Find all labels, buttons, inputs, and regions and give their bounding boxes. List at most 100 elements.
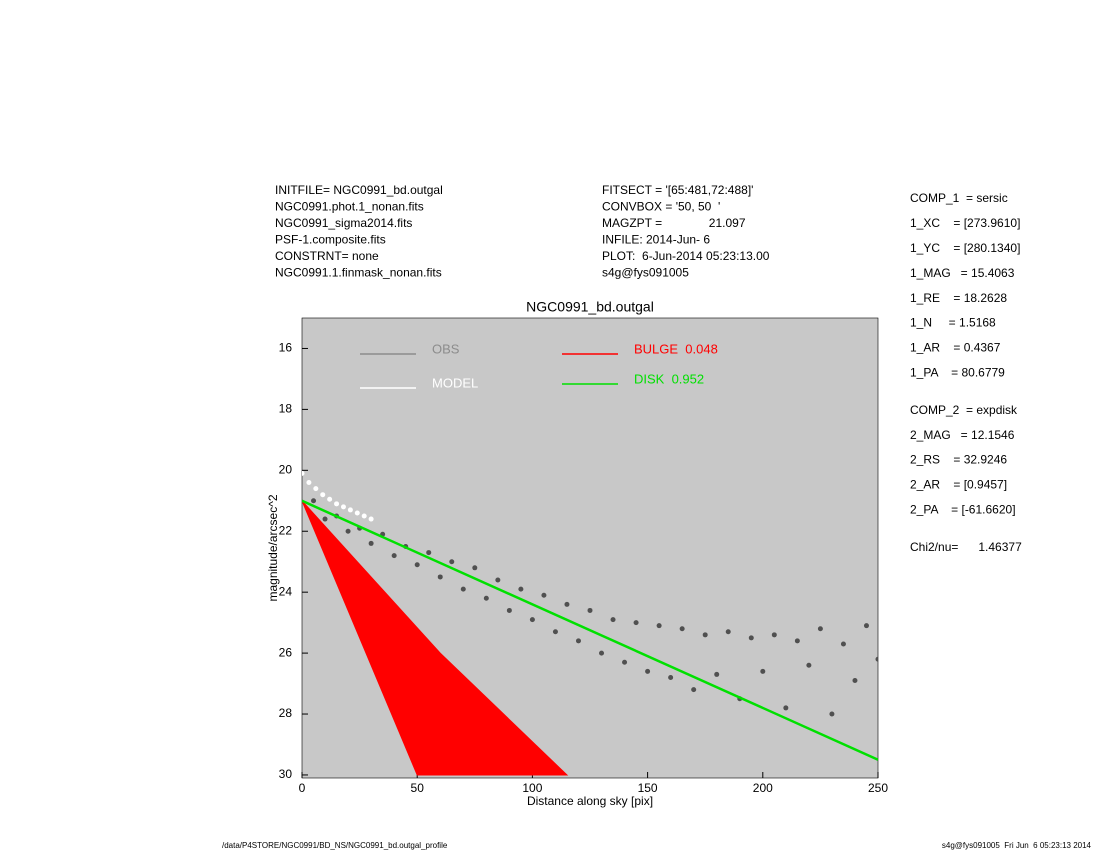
area [302, 500, 569, 776]
data-point [622, 659, 628, 665]
data-point [714, 671, 720, 677]
data-point [794, 638, 800, 644]
data-point [840, 641, 846, 647]
data-point [460, 586, 466, 592]
parameter: 1_N = 1.5168 [910, 316, 996, 330]
data-point [368, 540, 374, 546]
parameter: 1_MAG = 15.4063 [910, 266, 1015, 280]
data-point [437, 574, 443, 580]
parameter: 1_XC = [273.9610] [910, 216, 1020, 230]
data-point [320, 492, 326, 498]
y-axis-label: magnitude/arcsec^2 [266, 494, 280, 601]
data-point [313, 486, 319, 492]
data-point [391, 553, 397, 559]
x-tick-label: 250 [868, 781, 888, 795]
data-point [483, 595, 489, 601]
data-point [347, 507, 353, 513]
parameter: 2_RS = 32.9246 [910, 453, 1007, 467]
data-point [354, 510, 360, 516]
header-line: CONVBOX = '50, 50 ' [602, 200, 720, 214]
parameter: COMP_1 = sersic [910, 191, 1008, 205]
data-point [748, 635, 754, 641]
data-point [599, 650, 605, 656]
x-tick-label: 50 [411, 781, 425, 795]
y-tick-label: 26 [279, 645, 293, 659]
legend-label: BULGE 0.048 [634, 341, 718, 356]
header-line: s4g@fys091005 [602, 266, 689, 280]
header-middle: FITSECT = '[65:481,72:488]' CONVBOX = '50… [602, 183, 770, 280]
parameter: COMP_2 = expdisk [910, 403, 1018, 417]
data-point [691, 687, 697, 693]
data-point [414, 562, 420, 568]
footer-left: /data/P4STORE/NGC0991/BD_NS/NGC0991_bd.o… [222, 841, 448, 850]
parameter: Chi2/nu= 1.46377 [910, 540, 1022, 554]
parameter: 2_MAG = 12.1546 [910, 428, 1015, 442]
data-point [875, 656, 878, 662]
y-tick-label: 28 [279, 706, 293, 720]
legend-label: MODEL [432, 375, 478, 390]
parameter: 1_YC = [280.1340] [910, 241, 1020, 255]
plot: NGC0991_bd.outgal Distance along sky [pix… [266, 299, 888, 808]
data-point [806, 662, 812, 668]
data-point [610, 617, 616, 623]
data-point [656, 623, 662, 629]
header-left: INITFILE= NGC0991_bd.outgal NGC0991.phot.… [275, 183, 443, 280]
parameter: 2_PA = [-61.6620] [910, 502, 1016, 516]
legend-label: OBS [432, 341, 460, 356]
x-tick-label: 200 [753, 781, 773, 795]
data-point [472, 565, 478, 571]
data-point [552, 629, 558, 635]
y-tick-label: 30 [279, 767, 293, 781]
data-point [783, 705, 789, 711]
data-point [541, 592, 547, 598]
data-point [863, 623, 869, 629]
footer-right: s4g@fys091005 Fri Jun 6 05:23:13 2014 [942, 841, 1092, 850]
parameter: 1_PA = 80.6779 [910, 365, 1005, 379]
line [302, 499, 878, 761]
data-point [633, 620, 639, 626]
parameter: 1_AR = 0.4367 [910, 341, 1001, 355]
header-line: INFILE: 2014-Jun- 6 [602, 233, 710, 247]
y-tick-label: 24 [279, 584, 293, 598]
x-tick-label: 150 [638, 781, 658, 795]
data-point [575, 638, 581, 644]
y-tick-label: 18 [279, 402, 293, 416]
header-line: NGC0991.1.finmask_nonan.fits [275, 266, 442, 280]
data-point [426, 550, 432, 556]
data-point [368, 516, 374, 522]
data-point [495, 577, 501, 583]
data-point [587, 607, 593, 613]
data-point [322, 516, 328, 522]
data-point [645, 668, 651, 674]
data-point [327, 496, 333, 502]
data-point [829, 711, 835, 717]
chart-title: NGC0991_bd.outgal [526, 299, 654, 315]
x-tick-label: 100 [522, 781, 542, 795]
x-tick-label: 0 [299, 781, 306, 795]
header-line: INITFILE= NGC0991_bd.outgal [275, 183, 443, 197]
data-area [302, 470, 878, 776]
data-point [725, 629, 731, 635]
header-line: NGC0991_sigma2014.fits [275, 216, 412, 230]
data-point [702, 632, 708, 638]
data-point [817, 626, 823, 632]
data-point [679, 626, 685, 632]
data-point [760, 668, 766, 674]
data-point [506, 607, 512, 613]
parameter: 2_AR = [0.9457] [910, 478, 1007, 492]
header-line: CONSTRNT= none [275, 249, 379, 263]
plot-background [301, 317, 879, 779]
header-line: PSF-1.composite.fits [275, 233, 386, 247]
y-tick-label: 22 [279, 523, 293, 537]
header-line: FITSECT = '[65:481,72:488]' [602, 183, 753, 197]
header-line: NGC0991.phot.1_nonan.fits [275, 200, 424, 214]
data-point [340, 504, 346, 510]
data-point [771, 632, 777, 638]
legend-label: DISK 0.952 [634, 371, 704, 386]
y-tick-label: 20 [279, 462, 293, 476]
data-point [311, 498, 317, 504]
data-point [529, 617, 535, 623]
data-point [345, 528, 351, 534]
data-point [361, 513, 367, 519]
